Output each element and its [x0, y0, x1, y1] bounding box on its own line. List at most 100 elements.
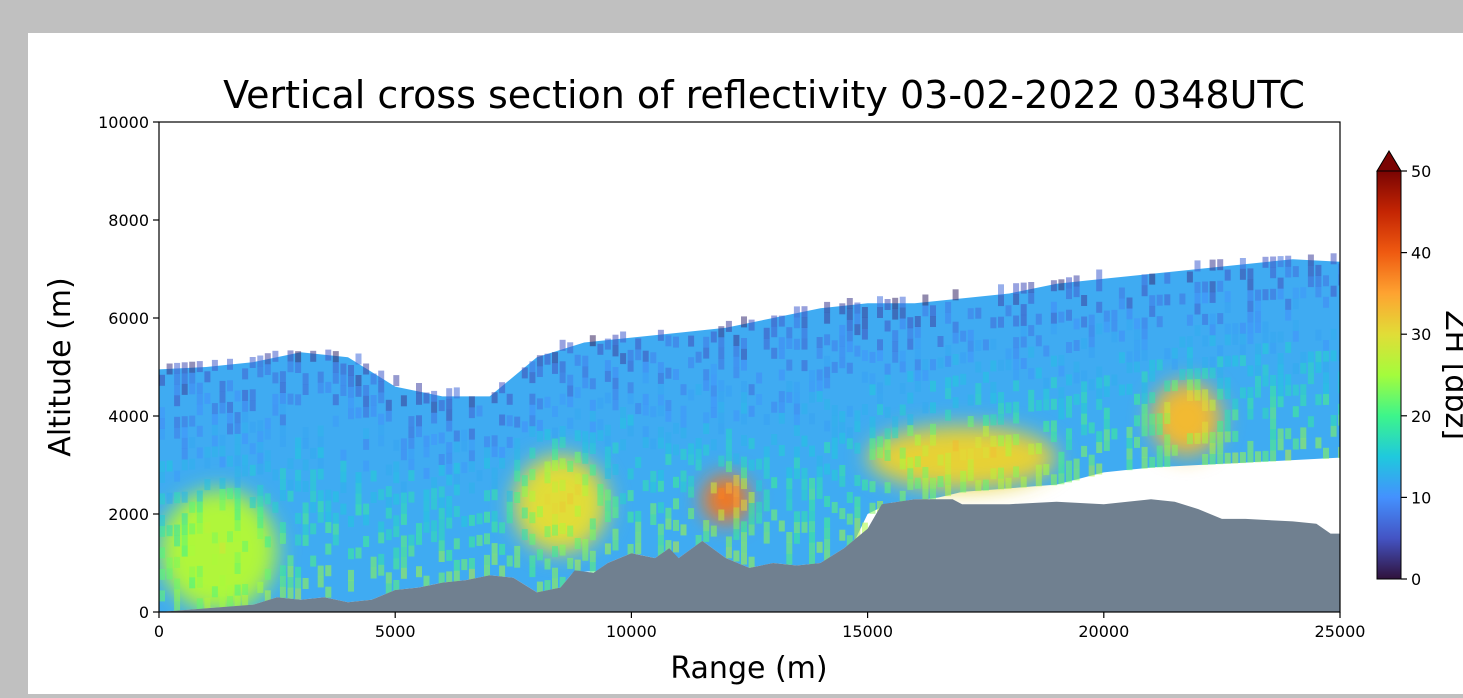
reflectivity-cell — [325, 543, 332, 555]
reflectivity-cell — [1164, 402, 1171, 414]
reflectivity-cell — [635, 403, 642, 415]
reflectivity-cell — [1239, 387, 1246, 399]
reflectivity-cell — [846, 341, 853, 353]
reflectivity-cell — [1005, 359, 1012, 371]
reflectivity-cell — [468, 450, 475, 462]
reflectivity-cell — [484, 447, 490, 459]
reflectivity-cell — [552, 546, 558, 558]
reflectivity-cell — [438, 529, 445, 541]
reflectivity-cell — [257, 581, 264, 593]
reflectivity-cell — [839, 335, 846, 347]
reflectivity-cell — [227, 563, 233, 575]
reflectivity-cell — [363, 503, 370, 515]
reflectivity-cell — [431, 412, 438, 424]
reflectivity-cell — [869, 481, 876, 493]
reflectivity-cell — [453, 559, 460, 571]
reflectivity-cell — [219, 542, 226, 554]
reflectivity-cell — [1307, 362, 1314, 374]
reflectivity-cell — [499, 457, 506, 469]
reflectivity-cell — [1043, 388, 1050, 400]
reflectivity-cell — [1262, 289, 1269, 301]
reflectivity-cell — [242, 454, 249, 466]
reflectivity-cell — [945, 388, 952, 400]
reflectivity-cell — [967, 394, 974, 406]
reflectivity-cell — [998, 284, 1004, 296]
reflectivity-cell — [914, 359, 921, 371]
reflectivity-cell — [839, 508, 846, 520]
reflectivity-cell — [567, 342, 574, 354]
reflectivity-cell — [1096, 366, 1103, 378]
reflectivity-cell — [242, 465, 249, 477]
reflectivity-cell — [1285, 298, 1292, 310]
plot-area — [158, 121, 1341, 613]
reflectivity-cell — [657, 329, 664, 341]
x-axis-ticks: 0 5000 10000 15000 20000 25000 — [154, 612, 1365, 641]
reflectivity-cell — [1277, 374, 1284, 386]
reflectivity-cell — [1096, 301, 1103, 313]
reflectivity-cell — [529, 372, 536, 384]
reflectivity-cell — [1300, 287, 1307, 299]
reflectivity-cell — [914, 380, 921, 392]
reflectivity-cell — [529, 490, 536, 502]
reflectivity-cell — [302, 481, 309, 492]
reflectivity-cell — [264, 568, 271, 580]
reflectivity-cell — [733, 496, 740, 508]
reflectivity-cell — [227, 380, 233, 392]
reflectivity-cell — [491, 489, 498, 501]
reflectivity-cell — [1255, 289, 1261, 301]
reflectivity-cell — [264, 536, 271, 548]
colorbar-gradient — [1376, 170, 1402, 580]
reflectivity-cell — [725, 320, 732, 332]
reflectivity-cell — [1050, 312, 1057, 324]
reflectivity-cell — [839, 475, 846, 487]
reflectivity-cell — [1081, 402, 1088, 414]
reflectivity-cell — [310, 480, 317, 492]
reflectivity-cell — [1232, 323, 1239, 335]
reflectivity-cell — [884, 449, 891, 461]
reflectivity-cell — [718, 423, 725, 435]
reflectivity-cell — [642, 437, 649, 448]
reflectivity-cell — [1202, 421, 1209, 433]
reflectivity-cell — [982, 447, 989, 459]
reflectivity-cell — [748, 524, 755, 536]
reflectivity-cell — [1232, 409, 1239, 421]
reflectivity-cell — [657, 426, 664, 438]
reflectivity-cell — [1149, 305, 1156, 317]
reflectivity-cell — [786, 488, 793, 500]
reflectivity-cell — [688, 389, 695, 401]
reflectivity-cell — [1330, 328, 1337, 340]
reflectivity-cell — [279, 392, 286, 404]
reflectivity-cell — [1239, 344, 1246, 356]
reflectivity-cell — [1179, 293, 1186, 305]
reflectivity-cell — [1232, 355, 1239, 367]
reflectivity-cell — [688, 486, 695, 498]
reflectivity-cell — [975, 393, 982, 405]
reflectivity-cell — [355, 375, 362, 386]
reflectivity-cell — [710, 363, 717, 375]
reflectivity-cell — [1028, 368, 1035, 380]
reflectivity-cell — [665, 410, 672, 422]
reflectivity-cell — [854, 324, 861, 336]
reflectivity-cell — [892, 416, 899, 428]
reflectivity-cell — [907, 478, 914, 490]
reflectivity-cell — [703, 369, 710, 381]
reflectivity-cell — [824, 442, 831, 454]
reflectivity-cell — [325, 565, 332, 577]
reflectivity-cell — [816, 466, 823, 478]
reflectivity-cell — [1126, 362, 1133, 374]
reflectivity-cell — [181, 545, 188, 557]
reflectivity-cell — [363, 438, 370, 450]
colorbar-tick-label: 40 — [1411, 244, 1431, 263]
reflectivity-cell — [393, 515, 400, 527]
reflectivity-cell — [574, 538, 581, 549]
reflectivity-cell — [627, 349, 634, 361]
reflectivity-cell — [325, 586, 332, 598]
reflectivity-cell — [242, 389, 249, 401]
reflectivity-cell — [627, 468, 634, 480]
reflectivity-cell — [1179, 336, 1186, 348]
reflectivity-cell — [1307, 373, 1314, 385]
reflectivity-cell — [196, 447, 203, 459]
reflectivity-cell — [1156, 424, 1163, 435]
reflectivity-cell — [348, 408, 354, 420]
reflectivity-cell — [1338, 371, 1340, 383]
